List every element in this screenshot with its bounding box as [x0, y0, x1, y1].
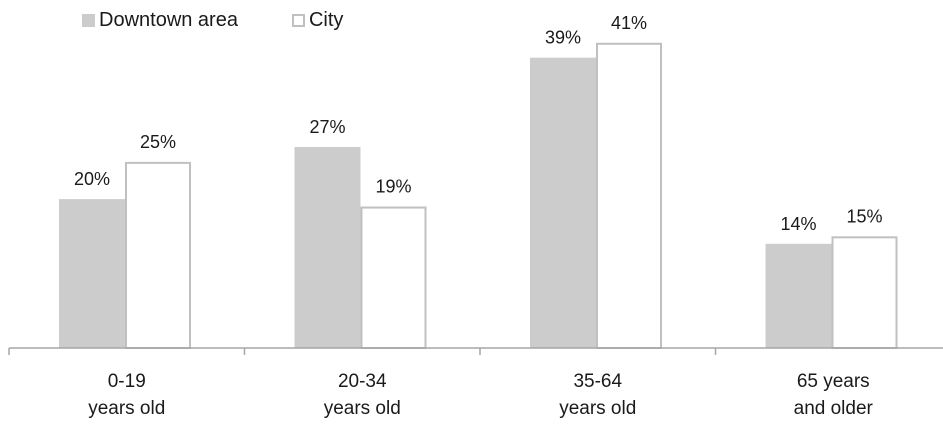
legend-swatch-city — [291, 14, 305, 27]
legend-item-city: City — [291, 9, 344, 32]
category-label-3-line-1: and older — [794, 398, 874, 419]
bar-city-1 — [360, 206, 427, 349]
category-label-2-line-1: years old — [559, 398, 636, 419]
category-label-0-line-1: years old — [88, 398, 165, 419]
data-label-city-0: 25% — [140, 132, 176, 152]
bar-downtown-2 — [530, 57, 596, 349]
data-label-downtown-2: 39% — [545, 28, 581, 48]
bar-downtown-0 — [59, 199, 125, 348]
data-label-city-2: 41% — [611, 13, 647, 33]
bar-downtown-1 — [294, 147, 361, 348]
legend-label-downtown: Downtown area — [99, 9, 238, 31]
category-label-1-line-1: years old — [324, 398, 401, 419]
bar-city-3 — [831, 236, 898, 349]
legend-item-downtown: Downtown area — [82, 9, 238, 32]
data-label-downtown-3: 14% — [780, 214, 816, 234]
category-label-3-line-0: 65 years — [797, 371, 870, 392]
bar-city-2 — [596, 42, 662, 350]
data-label-downtown-0: 20% — [74, 169, 110, 189]
data-label-city-3: 15% — [846, 206, 882, 226]
legend: Downtown area City — [82, 9, 397, 32]
data-label-city-1: 19% — [375, 177, 411, 197]
data-label-downtown-1: 27% — [309, 117, 345, 137]
category-label-2-line-0: 35-64 — [573, 371, 622, 392]
category-label-1-line-0: 20-34 — [338, 371, 387, 392]
category-label-0-line-0: 0-19 — [108, 371, 146, 392]
legend-label-city: City — [308, 9, 344, 31]
bar-city-0 — [125, 161, 191, 349]
bar-downtown-3 — [765, 243, 832, 348]
legend-swatch-downtown — [82, 14, 95, 27]
